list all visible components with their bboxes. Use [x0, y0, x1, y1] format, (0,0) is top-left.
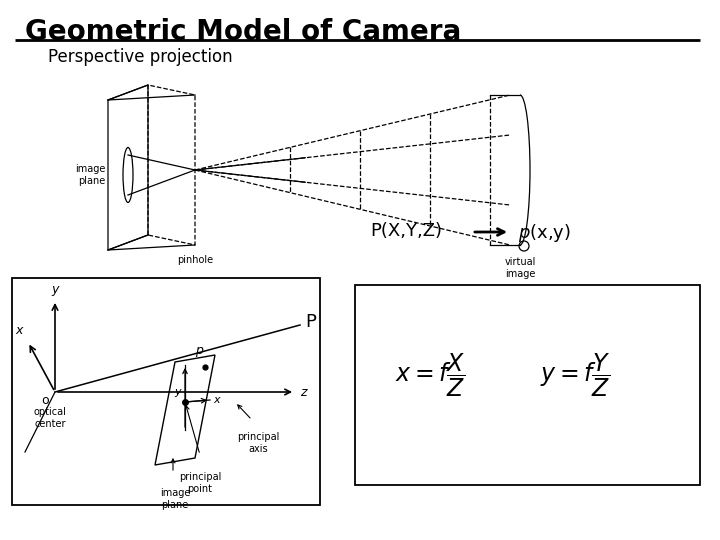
- Text: pinhole: pinhole: [177, 255, 213, 265]
- Text: $y = f\dfrac{Y}{Z}$: $y = f\dfrac{Y}{Z}$: [539, 352, 611, 399]
- Text: x: x: [16, 324, 23, 337]
- Text: principal
axis: principal axis: [237, 432, 279, 454]
- Text: y: y: [51, 283, 59, 296]
- Text: p: p: [195, 344, 203, 357]
- Text: image
plane: image plane: [160, 488, 190, 510]
- Text: P(X,Y,Z): P(X,Y,Z): [370, 222, 442, 240]
- Text: $x = f\dfrac{X}{Z}$: $x = f\dfrac{X}{Z}$: [395, 352, 465, 399]
- Text: principal
point: principal point: [179, 472, 221, 494]
- Text: optical
center: optical center: [34, 407, 66, 429]
- Text: y: y: [174, 387, 181, 397]
- Text: Perspective projection: Perspective projection: [48, 48, 233, 66]
- Text: x: x: [213, 395, 220, 405]
- Text: P: P: [305, 313, 316, 331]
- Text: image
plane: image plane: [75, 164, 105, 186]
- Text: virtual
image: virtual image: [504, 257, 536, 279]
- Text: o: o: [41, 394, 49, 407]
- Text: z: z: [300, 386, 307, 399]
- Bar: [12, 278, 320, 505]
- Text: $p$(x,y): $p$(x,y): [518, 222, 571, 244]
- Bar: [355, 285, 700, 485]
- Text: Geometric Model of Camera: Geometric Model of Camera: [25, 18, 462, 46]
